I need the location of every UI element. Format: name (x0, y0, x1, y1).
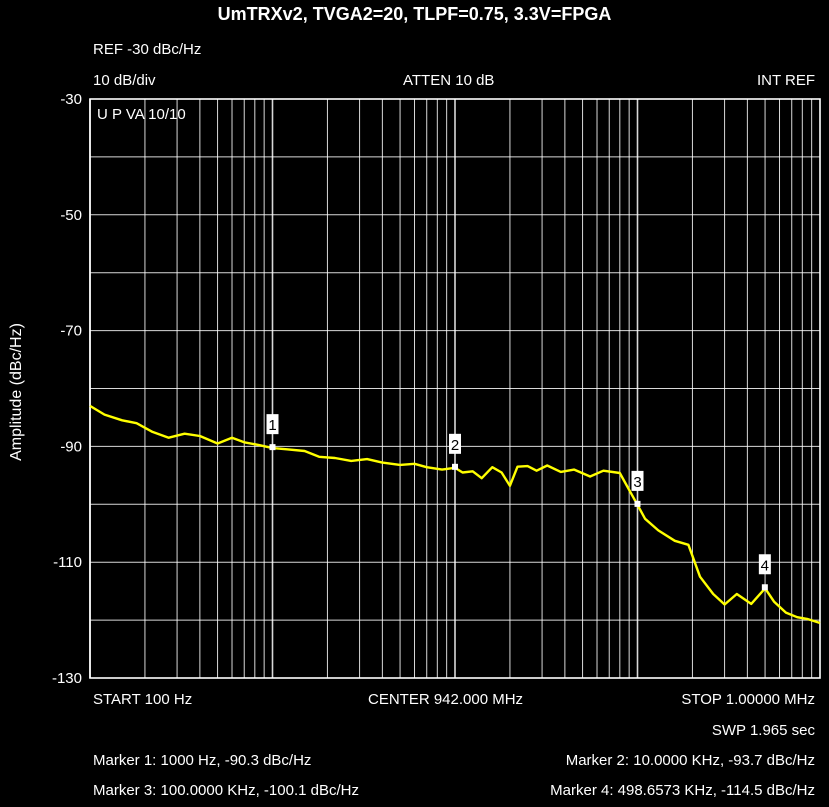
mode-status: U P VA 10/10 (97, 106, 186, 123)
marker-2-label: 2 (451, 437, 459, 454)
marker-4-readout: Marker 4: 498.6573 KHz, -114.5 dBc/Hz (550, 782, 815, 799)
int-ref: INT REF (756, 72, 815, 89)
marker-1-label: 1 (268, 417, 276, 434)
chart-title: UmTRXv2, TVGA2=20, TLPF=0.75, 3.3V=FPGA (217, 4, 612, 24)
y-tick-label: -30 (60, 91, 82, 108)
marker-1-point (269, 444, 276, 451)
stop-frequency: STOP 1.00000 MHz (681, 691, 815, 708)
y-tick-label: -110 (53, 554, 82, 571)
start-frequency: START 100 Hz (93, 691, 193, 708)
marker-4-box (758, 554, 771, 575)
plot-frame (89, 98, 821, 679)
reference-level: REF -30 dBc/Hz (93, 41, 202, 58)
marker-3-readout: Marker 3: 100.0000 KHz, -100.1 dBc/Hz (93, 782, 359, 799)
center-frequency: CENTER 942.000 MHz (368, 691, 524, 708)
marker-2-box (449, 433, 461, 454)
marker-1-box (266, 414, 279, 435)
attenuation: ATTEN 10 dB (403, 72, 495, 89)
sweep-time: SWP 1.965 sec (711, 722, 815, 739)
marker-3-label: 3 (633, 474, 641, 491)
scale-per-division: 10 dB/div (93, 72, 156, 89)
y-tick-label: -70 (60, 323, 82, 340)
marker-4-label: 4 (761, 557, 769, 574)
marker-2-point (452, 463, 458, 470)
marker-4-point (761, 584, 768, 591)
marker-2-readout: Marker 2: 10.0000 KHz, -93.7 dBc/Hz (565, 752, 815, 769)
trace-line (89, 404, 821, 625)
y-tick-label: -130 (52, 670, 82, 687)
marker-3-point (634, 500, 641, 507)
marker-1-readout: Marker 1: 1000 Hz, -90.3 dBc/Hz (93, 752, 312, 769)
marker-3-box (631, 470, 644, 491)
y-tick-label: -50 (60, 207, 82, 224)
y-tick-label: -90 (60, 438, 82, 455)
